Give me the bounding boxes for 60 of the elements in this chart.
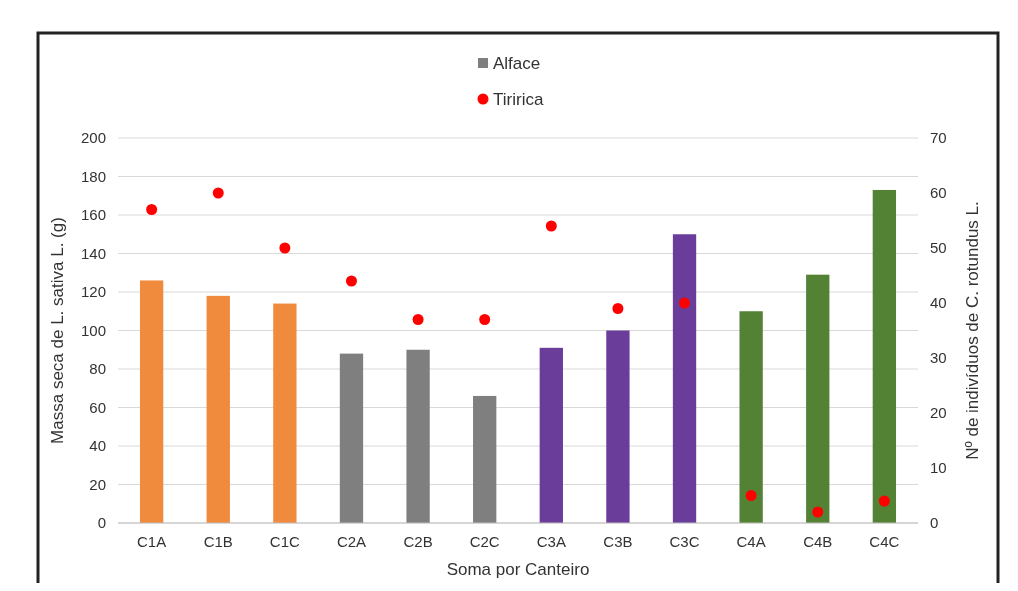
bar [872,189,897,523]
y-tick-label: 120 [80,283,106,301]
y2-tick-label: 0 [930,514,939,532]
x-tick-label: C3B [603,533,633,550]
bar [339,353,364,523]
legend-label: Tiririca [493,89,544,109]
x-tick-label: C1B [203,533,233,550]
point [878,495,890,507]
y-tick-label: 0 [97,514,106,532]
x-tick-label: C2C [469,533,500,550]
bar [539,347,563,523]
y2-tick-label: 10 [930,459,947,477]
y-tick-label: 40 [89,437,106,455]
bar [739,311,763,523]
bar [606,330,630,523]
x-tick-label: C1A [137,533,167,550]
y-tick-label: 60 [89,398,106,416]
bar [672,234,697,523]
x-tick-label: C3C [669,533,700,550]
bar [406,349,430,523]
x-tick-label: C3A [536,533,566,550]
bar [806,274,830,523]
x-tick-label: C1C [269,533,301,550]
bar [206,295,230,523]
legend-label: Alface [493,53,541,73]
bar [139,280,164,523]
x-axis-title: Soma por Canteiro [446,560,590,579]
point [812,506,824,518]
x-tick-label: C2B [403,533,433,550]
y2-tick-label: 60 [930,184,947,202]
y2-axis-title: Nº de indivíduos de C. rotundus L. [963,201,982,460]
y2-tick-label: 20 [930,404,947,422]
y2-tick-label: 30 [930,349,947,367]
y-tick-label: 140 [80,244,106,262]
bar [473,395,497,523]
x-tick-label: C4A [736,533,766,550]
y-axis-title: Massa seca de L. sativa L. (g) [48,217,67,444]
y2-tick-label: 70 [930,129,947,147]
point [212,187,224,199]
x-tick-label: C4C [869,533,900,550]
y2-tick-label: 40 [930,294,947,312]
y2-tick-label: 50 [930,239,947,257]
x-tick-label: C2A [336,533,367,550]
point [679,297,691,309]
point [345,275,357,287]
x-tick-label: C4B [803,533,833,550]
point [479,314,491,325]
point [279,242,291,254]
point [412,314,424,325]
y-tick-label: 20 [89,475,106,493]
point [745,490,757,501]
y-tick-label: 180 [80,167,106,185]
y-tick-label: 200 [80,129,106,147]
bar [273,303,297,523]
y-tick-label: 100 [80,321,106,339]
point [146,204,158,215]
point [612,303,624,314]
point [545,220,557,232]
y-tick-label: 160 [80,206,106,224]
y-tick-label: 80 [89,360,106,378]
